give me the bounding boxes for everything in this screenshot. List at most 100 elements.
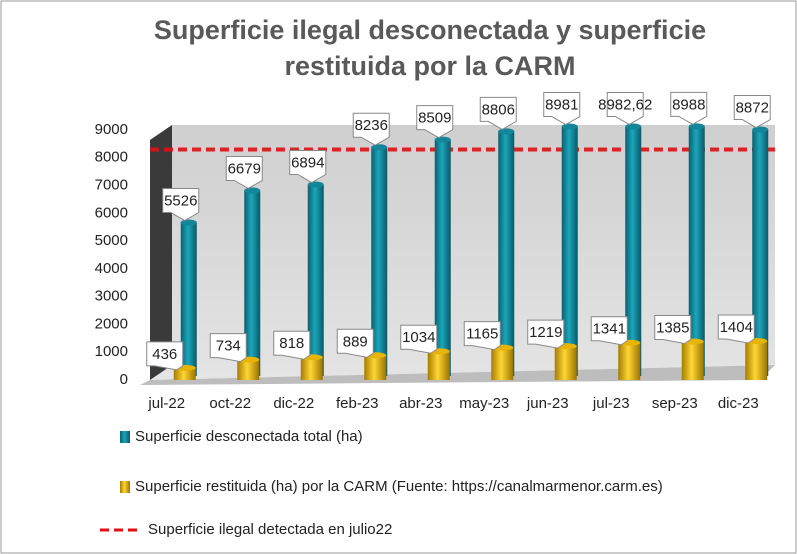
data-label-box (479, 96, 517, 130)
y-tick-label: 3000 (95, 288, 128, 305)
bar-cap (498, 128, 515, 135)
bar-cap (307, 181, 324, 188)
data-label: 1219 (529, 324, 562, 341)
bar (237, 359, 260, 380)
data-label-box (146, 341, 184, 371)
bar (625, 126, 642, 376)
plot-floor (140, 365, 775, 385)
data-label-box (733, 95, 771, 129)
legend-swatch (120, 431, 130, 443)
data-label-box (543, 92, 581, 126)
data-label: 5526 (164, 192, 197, 209)
data-label-box (670, 91, 708, 125)
data-label: 1341 (593, 321, 626, 338)
y-tick-label: 8000 (95, 149, 128, 166)
y-tick-label: 2000 (95, 315, 128, 332)
y-tick-label: 6000 (95, 204, 128, 221)
bar-cap (688, 123, 705, 130)
y-tick-label: 4000 (95, 260, 128, 277)
bar (434, 139, 451, 376)
data-label-box (590, 316, 628, 346)
bar (618, 342, 641, 380)
bar (173, 367, 196, 380)
bar (491, 347, 514, 380)
data-label: 8872 (736, 100, 769, 117)
data-label-box (209, 333, 247, 363)
data-label: 1165 (466, 326, 498, 343)
bar (752, 129, 769, 376)
x-tick-label: jul-23 (592, 395, 630, 412)
bar-cap (752, 126, 769, 133)
bar (307, 184, 324, 376)
bar (300, 357, 323, 380)
x-tick-label: jun-23 (526, 395, 569, 412)
y-tick-label: 1000 (95, 343, 128, 360)
data-label: 1385 (656, 319, 689, 336)
x-tick-label: dic-22 (273, 395, 314, 412)
bar (681, 341, 704, 380)
data-label: 8982,62 (598, 96, 652, 113)
data-label: 1034 (402, 329, 435, 346)
data-label-box (463, 321, 501, 351)
x-tick-label: feb-23 (336, 395, 379, 412)
bar (180, 222, 197, 376)
data-label: 436 (152, 346, 177, 363)
bar (364, 355, 387, 380)
bar-cap (244, 187, 261, 194)
y-tick-label: 7000 (95, 177, 128, 194)
data-label: 818 (279, 335, 304, 352)
y-tick-label: 5000 (95, 232, 128, 249)
data-label: 8509 (418, 110, 451, 127)
bar (561, 126, 578, 377)
data-label: 734 (216, 338, 241, 355)
data-label: 6679 (228, 160, 261, 177)
x-tick-label: sep-23 (652, 395, 698, 412)
chart-title: Superficie ilegal desconectada y superfi… (153, 15, 707, 81)
bar-cap (371, 144, 388, 151)
bar (554, 346, 577, 380)
bar (371, 147, 388, 376)
x-tick-label: jul-22 (147, 395, 185, 412)
data-label: 8236 (355, 117, 388, 134)
data-label-box (336, 328, 374, 358)
y-tick-label: 9000 (95, 121, 128, 138)
data-label-box (654, 315, 692, 345)
data-label: 8806 (482, 101, 515, 118)
data-label-box (289, 150, 327, 184)
data-label: 8988 (672, 96, 705, 113)
bar-cap (625, 123, 642, 130)
bar (688, 126, 705, 376)
data-label-box (273, 330, 311, 360)
data-label: 8981 (545, 96, 578, 113)
data-label-box (416, 105, 454, 139)
x-tick-label: oct-22 (209, 395, 251, 412)
data-label-box (606, 91, 644, 126)
legend-label: Superficie desconectada total (ha) (135, 428, 363, 445)
x-tick-label: may-23 (459, 395, 509, 412)
data-label-box (225, 155, 263, 190)
data-label: 889 (343, 333, 368, 350)
data-label-box (527, 319, 565, 349)
bar (498, 131, 515, 376)
x-tick-label: abr-23 (399, 395, 442, 412)
data-label: 1404 (720, 319, 753, 336)
x-tick-label: dic-23 (718, 395, 759, 412)
data-label-box (400, 324, 438, 354)
data-label: 6894 (291, 154, 324, 171)
bar-cap (561, 123, 578, 130)
bar-cap (180, 219, 197, 226)
bar (427, 351, 450, 380)
bar (745, 341, 768, 380)
y-tick-label: 0 (120, 371, 128, 388)
data-label-box (717, 314, 755, 344)
bar-cap (434, 136, 451, 143)
legend-label: Superficie restituida (ha) por la CARM (… (135, 478, 663, 495)
legend-label: Superficie ilegal detectada en julio22 (148, 521, 392, 538)
bar (244, 190, 261, 376)
data-label-box (162, 188, 200, 222)
data-label-box (352, 112, 390, 146)
legend-swatch (120, 481, 130, 493)
